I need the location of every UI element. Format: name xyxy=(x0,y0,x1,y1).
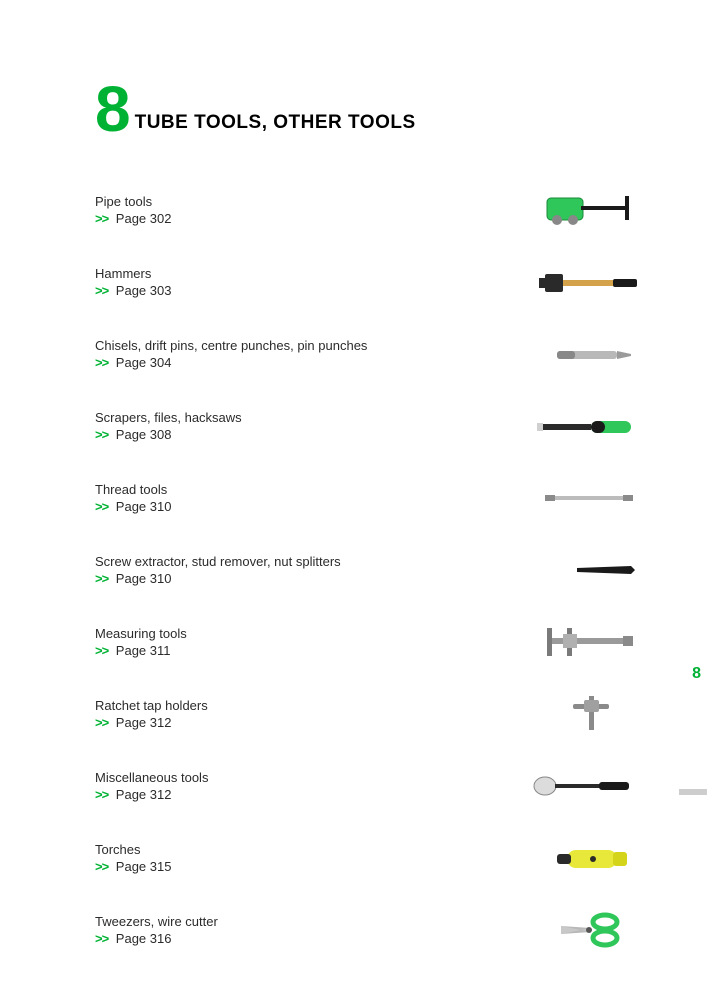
toc-item-page-text: Page 316 xyxy=(112,931,171,946)
toc-item-title: Ratchet tap holders xyxy=(95,698,507,713)
toc-item-page-text: Page 312 xyxy=(112,787,171,802)
toc-item-title: Tweezers, wire cutter xyxy=(95,914,507,929)
scissors-icon xyxy=(527,906,647,954)
toc-text: Thread tools >> Page 310 xyxy=(95,482,527,514)
toc-item-title: Thread tools xyxy=(95,482,507,497)
toc-item-page-text: Page 315 xyxy=(112,859,171,874)
arrow-icon: >> xyxy=(95,427,108,442)
toc-item[interactable]: Torches >> Page 315 xyxy=(95,822,647,894)
toc-item-page-text: Page 310 xyxy=(112,499,171,514)
toc-item-title: Hammers xyxy=(95,266,507,281)
toc-item[interactable]: Miscellaneous tools >> Page 312 xyxy=(95,750,647,822)
toc-item[interactable]: Screw extractor, stud remover, nut split… xyxy=(95,534,647,606)
toc-text: Miscellaneous tools >> Page 312 xyxy=(95,770,527,802)
arrow-icon: >> xyxy=(95,283,108,298)
toc-item-page-text: Page 312 xyxy=(112,715,171,730)
toc-item[interactable]: Pipe tools >> Page 302 xyxy=(95,174,647,246)
toc-text: Measuring tools >> Page 311 xyxy=(95,626,527,658)
toc-item-title: Chisels, drift pins, centre punches, pin… xyxy=(95,338,507,353)
toc-item-page-text: Page 302 xyxy=(112,211,171,226)
arrow-icon: >> xyxy=(95,859,108,874)
toc-item-page-text: Page 304 xyxy=(112,355,171,370)
hammer-icon xyxy=(527,258,647,306)
chapter-header: 8 TUBE TOOLS, OTHER TOOLS xyxy=(95,82,647,136)
caliper-icon xyxy=(527,618,647,666)
toc-item-page: >> Page 308 xyxy=(95,427,507,442)
toc-item-page: >> Page 315 xyxy=(95,859,507,874)
toc-item-page: >> Page 310 xyxy=(95,571,507,586)
toc-item[interactable]: Tweezers, wire cutter >> Page 316 xyxy=(95,894,647,966)
side-tab-bar xyxy=(679,789,707,795)
toc-item-page-text: Page 303 xyxy=(112,283,171,298)
toc-text: Chisels, drift pins, centre punches, pin… xyxy=(95,338,527,370)
tap-holder-icon xyxy=(527,690,647,738)
arrow-icon: >> xyxy=(95,211,108,226)
toc-item-page: >> Page 302 xyxy=(95,211,507,226)
file-icon xyxy=(527,402,647,450)
toc-item-title: Measuring tools xyxy=(95,626,507,641)
toc-item-title: Miscellaneous tools xyxy=(95,770,507,785)
side-tab-number: 8 xyxy=(679,665,707,683)
toc-text: Ratchet tap holders >> Page 312 xyxy=(95,698,527,730)
toc-item-page: >> Page 304 xyxy=(95,355,507,370)
toc-text: Scrapers, files, hacksaws >> Page 308 xyxy=(95,410,527,442)
toc-item[interactable]: Thread tools >> Page 310 xyxy=(95,462,647,534)
toc-item-page-text: Page 311 xyxy=(112,643,170,658)
toc-item-page: >> Page 303 xyxy=(95,283,507,298)
toc-text: Tweezers, wire cutter >> Page 316 xyxy=(95,914,527,946)
toc-item-title: Pipe tools xyxy=(95,194,507,209)
toc-item-title: Torches xyxy=(95,842,507,857)
thread-tool-icon xyxy=(527,474,647,522)
pipe-cutter-icon xyxy=(527,186,647,234)
arrow-icon: >> xyxy=(95,643,108,658)
arrow-icon: >> xyxy=(95,571,108,586)
mirror-icon xyxy=(527,762,647,810)
toc-text: Torches >> Page 315 xyxy=(95,842,527,874)
arrow-icon: >> xyxy=(95,499,108,514)
chisel-icon xyxy=(527,330,647,378)
toc-text: Hammers >> Page 303 xyxy=(95,266,527,298)
chapter-number: 8 xyxy=(95,82,129,136)
torch-icon xyxy=(527,834,647,882)
toc-item-page: >> Page 312 xyxy=(95,715,507,730)
toc-item-page: >> Page 316 xyxy=(95,931,507,946)
toc-list: Pipe tools >> Page 302 Hammers >> Page 303… xyxy=(95,174,647,966)
arrow-icon: >> xyxy=(95,787,108,802)
toc-text: Screw extractor, stud remover, nut split… xyxy=(95,554,527,586)
arrow-icon: >> xyxy=(95,355,108,370)
toc-item[interactable]: Measuring tools >> Page 311 xyxy=(95,606,647,678)
toc-item-title: Scrapers, files, hacksaws xyxy=(95,410,507,425)
toc-item[interactable]: Hammers >> Page 303 xyxy=(95,246,647,318)
arrow-icon: >> xyxy=(95,715,108,730)
chapter-title: TUBE TOOLS, OTHER TOOLS xyxy=(135,112,416,136)
toc-text: Pipe tools >> Page 302 xyxy=(95,194,527,226)
extractor-icon xyxy=(527,546,647,594)
toc-item-title: Screw extractor, stud remover, nut split… xyxy=(95,554,507,569)
toc-item-page: >> Page 310 xyxy=(95,499,507,514)
toc-item[interactable]: Chisels, drift pins, centre punches, pin… xyxy=(95,318,647,390)
toc-item-page: >> Page 312 xyxy=(95,787,507,802)
toc-item-page-text: Page 308 xyxy=(112,427,171,442)
toc-item-page-text: Page 310 xyxy=(112,571,171,586)
side-tab: 8 xyxy=(679,665,707,795)
arrow-icon: >> xyxy=(95,931,108,946)
toc-item[interactable]: Scrapers, files, hacksaws >> Page 308 xyxy=(95,390,647,462)
toc-item-page: >> Page 311 xyxy=(95,643,507,658)
toc-item[interactable]: Ratchet tap holders >> Page 312 xyxy=(95,678,647,750)
